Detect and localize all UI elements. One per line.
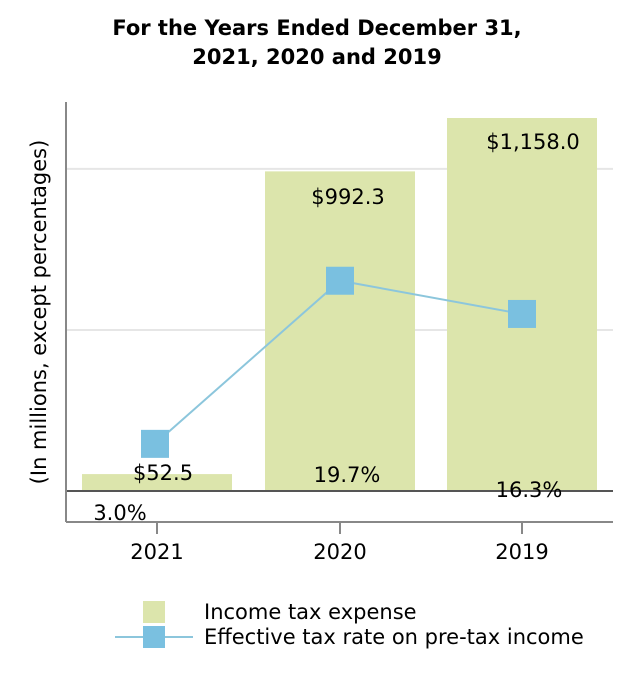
x-tick-label: 2021 [130, 540, 183, 564]
rate-value-label-2020: 19.7% [314, 463, 381, 487]
chart-title-line-1: For the Years Ended December 31, [112, 16, 522, 40]
legend-swatch-bar [115, 601, 193, 623]
bar-value-label-2019: $1,158.0 [486, 130, 580, 154]
chart-title-line-2: 2021, 2020 and 2019 [192, 45, 442, 69]
x-axis-ticks: 2021 2020 2019 [130, 522, 549, 564]
legend-label-tax-rate: Effective tax rate on pre-tax income [204, 625, 584, 649]
data-labels: $52.5 $992.3 $1,158.0 3.0% 19.7% 16.3% [93, 130, 579, 525]
rate-value-label-2019: 16.3% [496, 478, 563, 502]
bar-2021 [82, 474, 232, 491]
legend-label-income-tax: Income tax expense [204, 600, 417, 624]
rate-marker-2021 [141, 429, 169, 458]
rate-line-series [141, 266, 536, 458]
x-tick-label: 2020 [313, 540, 366, 564]
chart-title: For the Years Ended December 31, 2021, 2… [0, 14, 634, 72]
rate-value-label-2021: 3.0% [93, 501, 146, 525]
x-tick-label: 2019 [495, 540, 548, 564]
bar-value-label-2021: $52.5 [133, 461, 193, 485]
legend-item-tax-rate: Effective tax rate on pre-tax income [115, 625, 584, 649]
rate-marker-2020 [326, 266, 354, 295]
rate-marker-2019 [508, 299, 536, 328]
bar-2020 [265, 171, 415, 491]
chart-plot-area: 2021 2020 2019 $52.5 $992.3 $1,158.0 3.0% 19.7… [27, 102, 613, 564]
y-axis-label: (In millions, except percentages) [27, 140, 51, 485]
legend-swatch-line [115, 625, 193, 649]
bar-value-label-2020: $992.3 [311, 185, 384, 209]
legend-item-income-tax: Income tax expense [115, 600, 417, 624]
